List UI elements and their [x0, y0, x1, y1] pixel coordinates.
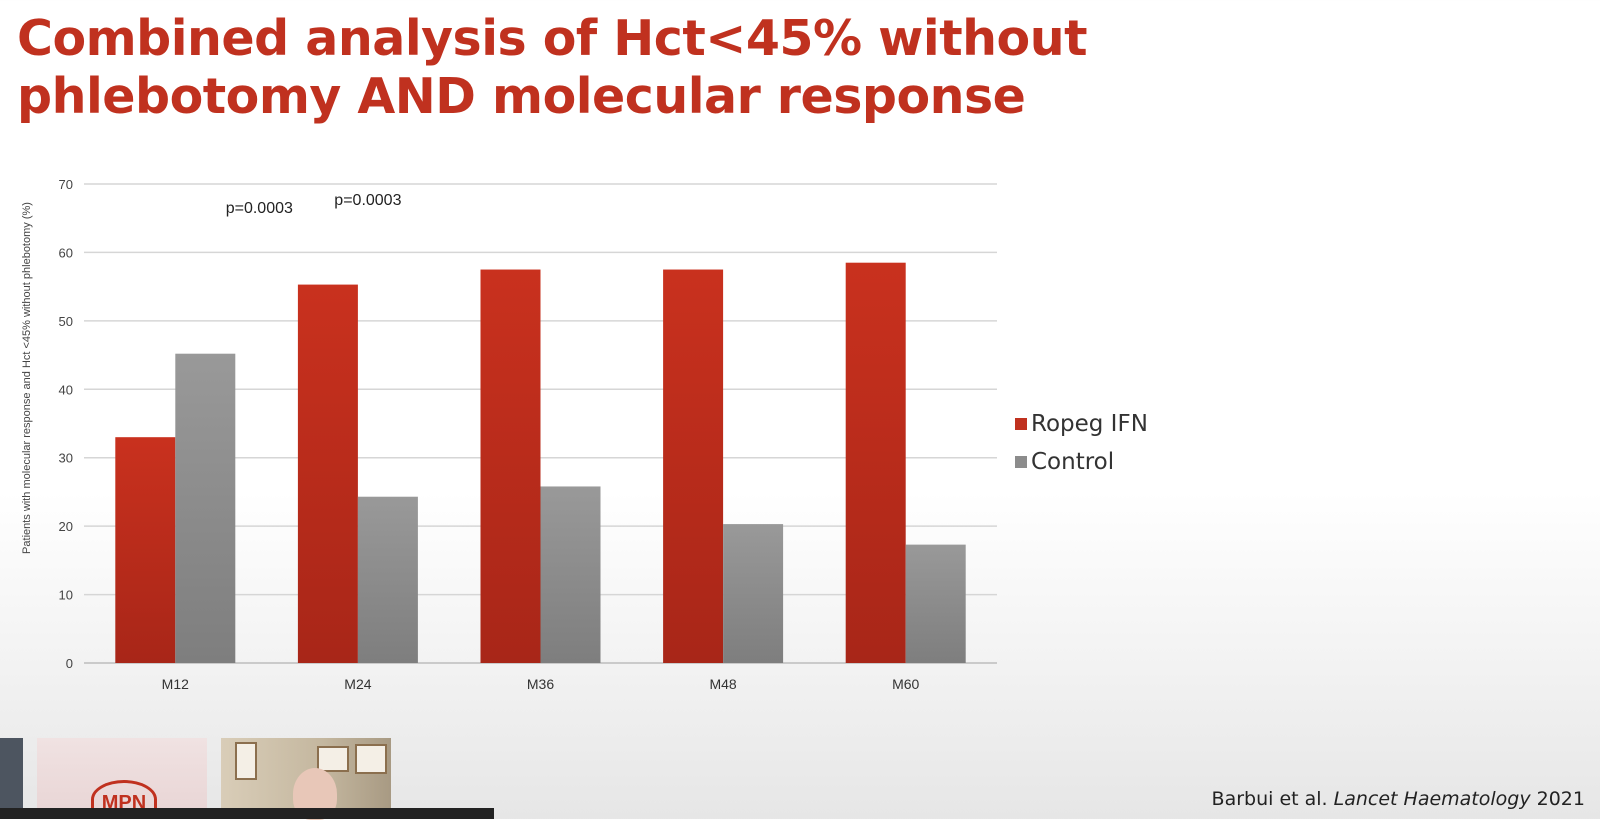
legend-swatch-control [1015, 456, 1027, 468]
wall-frame [235, 742, 257, 780]
title-line-1: Combined analysis of Hct<45% without [17, 10, 1088, 67]
y-tick-label: 30 [59, 451, 73, 466]
bar-ropeg-m60 [845, 262, 906, 663]
citation-authors: Barbui et al. [1211, 788, 1334, 810]
y-tick-label: 50 [59, 314, 73, 329]
citation: Barbui et al. Lancet Haematology 2021 [1212, 788, 1585, 810]
video-thumbnail-logo[interactable]: MPN [37, 738, 207, 819]
y-tick-label: 10 [59, 588, 73, 603]
citation-journal: Lancet Haematology [1333, 788, 1531, 810]
video-strip-bar [0, 808, 494, 819]
bar-control-m24 [357, 496, 418, 663]
bar-ropeg-m36 [480, 269, 541, 663]
chart-legend: Ropeg IFN Control [1015, 405, 1148, 481]
bar-ropeg-m48 [663, 269, 724, 663]
bar-control-m60 [905, 544, 966, 663]
title-line-2: phlebotomy AND molecular response [17, 68, 1026, 125]
x-tick-label: M48 [709, 676, 736, 692]
citation-year: 2021 [1530, 788, 1585, 810]
y-tick-label: 70 [59, 177, 73, 192]
y-tick-label: 0 [66, 656, 73, 671]
wall-frame [317, 746, 349, 772]
p-value-annotation: p=0.0003 [226, 200, 293, 217]
y-tick-label: 60 [59, 245, 73, 260]
wall-frame [355, 744, 387, 774]
bar-control-m48 [723, 524, 784, 663]
x-tick-label: M24 [344, 676, 371, 692]
legend-item-ropeg: Ropeg IFN [1015, 405, 1148, 443]
x-tick-label: M36 [527, 676, 554, 692]
y-tick-label: 40 [59, 382, 73, 397]
x-tick-label: M60 [892, 676, 919, 692]
video-thumbnail-edge[interactable] [0, 738, 23, 808]
y-tick-label: 20 [59, 519, 73, 534]
bar-control-m12 [175, 353, 236, 663]
bar-ropeg-m12 [115, 437, 176, 663]
x-tick-label: M12 [162, 676, 189, 692]
legend-label-control: Control [1031, 449, 1115, 475]
slide-title: Combined analysis of Hct<45% without phl… [17, 10, 1117, 126]
bar-control-m36 [540, 486, 601, 663]
legend-label-ropeg: Ropeg IFN [1031, 411, 1148, 437]
p-value-annotation: p=0.0003 [334, 192, 401, 209]
video-participants-strip: MPN [0, 738, 494, 820]
legend-item-control: Control [1015, 443, 1148, 481]
bar-chart: 0 10 20 30 40 50 60 70 M12 M24 M36 M48 M60 p=0.0003 p=… [59, 177, 997, 692]
bar-ropeg-m24 [297, 284, 358, 663]
y-axis-label: Patients with molecular response and Hct… [21, 202, 33, 554]
legend-swatch-ropeg [1015, 418, 1027, 430]
video-thumbnail-speaker[interactable] [221, 738, 391, 820]
